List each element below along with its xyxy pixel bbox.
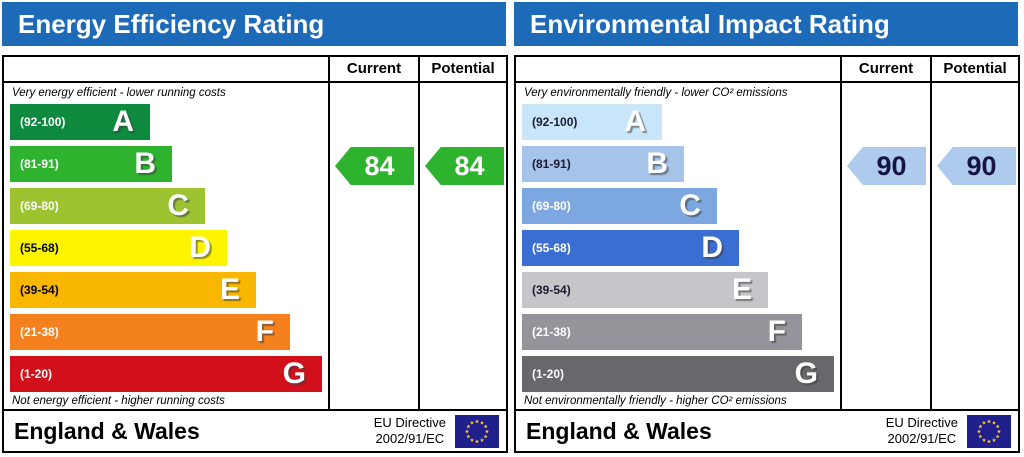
- band-a-range: (92-100): [532, 115, 578, 129]
- column-header-row: Current Potential: [516, 57, 1018, 83]
- footer-row: England & Wales EU Directive 2002/91/EC: [516, 409, 1018, 451]
- band-d-range: (55-68): [20, 241, 59, 255]
- bottom-note: Not environmentally friendly - higher CO…: [524, 395, 787, 407]
- band-c-bar: (69-80) C: [522, 188, 717, 224]
- eu-flag-icon: [455, 414, 499, 448]
- eu-directive-label: EU Directive 2002/91/EC: [886, 415, 958, 446]
- header-spacer: [4, 57, 328, 81]
- band-row-d: (55-68) D: [4, 227, 328, 269]
- band-f-bar: (21-38) F: [10, 314, 290, 350]
- band-f-range: (21-38): [20, 325, 59, 339]
- band-a-range: (92-100): [20, 115, 66, 129]
- band-b-range: (81-91): [20, 157, 59, 171]
- band-f-bar: (21-38) F: [522, 314, 802, 350]
- band-row-c: (69-80) C: [4, 185, 328, 227]
- potential-value-cell: 90: [930, 83, 1018, 409]
- top-note: Very environmentally friendly - lower CO…: [524, 87, 788, 99]
- chart-row: Very energy efficient - lower running co…: [4, 83, 506, 409]
- current-rating-arrow: 90: [847, 147, 926, 185]
- eu-directive-label: EU Directive 2002/91/EC: [374, 415, 446, 446]
- bottom-note: Not energy efficient - higher running co…: [12, 395, 225, 407]
- current-rating-arrow: 84: [335, 147, 414, 185]
- band-c-letter: C: [679, 189, 701, 222]
- band-row-a: (92-100) A: [4, 101, 328, 143]
- band-a-letter: A: [624, 105, 646, 138]
- energy-rating-table: Current Potential Very energy efficient …: [2, 55, 508, 453]
- band-a-bar: (92-100) A: [10, 104, 150, 140]
- current-value-cell: 90: [840, 83, 930, 409]
- band-g-letter: G: [794, 357, 818, 390]
- band-d-bar: (55-68) D: [10, 230, 227, 266]
- band-row-c: (69-80) C: [516, 185, 840, 227]
- band-g-bar: (1-20) G: [522, 356, 834, 392]
- band-c-bar: (69-80) C: [10, 188, 205, 224]
- band-g-range: (1-20): [20, 367, 53, 381]
- band-a-letter: A: [112, 105, 134, 138]
- band-f-letter: F: [255, 315, 274, 348]
- footer-row: England & Wales EU Directive 2002/91/EC: [4, 409, 506, 451]
- band-row-f: (21-38) F: [4, 311, 328, 353]
- panel-title: Energy Efficiency Rating: [2, 2, 506, 46]
- band-d-range: (55-68): [532, 241, 571, 255]
- band-c-letter: C: [167, 189, 189, 222]
- band-e-bar: (39-54) E: [10, 272, 256, 308]
- potential-column-header: Potential: [930, 57, 1018, 81]
- band-c-range: (69-80): [532, 199, 571, 213]
- bands-area: Very energy efficient - lower running co…: [4, 83, 328, 409]
- band-e-range: (39-54): [532, 283, 571, 297]
- band-f-range: (21-38): [532, 325, 571, 339]
- current-column-header: Current: [840, 57, 930, 81]
- band-row-g: (1-20) G: [516, 353, 840, 395]
- band-b-range: (81-91): [532, 157, 571, 171]
- current-value-cell: 84: [328, 83, 418, 409]
- band-g-bar: (1-20) G: [10, 356, 322, 392]
- environmental-rating-table: Current Potential Very environmentally f…: [514, 55, 1020, 453]
- band-e-range: (39-54): [20, 283, 59, 297]
- band-row-b: (81-91) B: [4, 143, 328, 185]
- band-b-letter: B: [134, 147, 156, 180]
- potential-rating-arrow: 84: [425, 147, 504, 185]
- band-g-letter: G: [282, 357, 306, 390]
- band-b-bar: (81-91) B: [10, 146, 172, 182]
- energy-efficiency-panel: Energy Efficiency Rating Current Potenti…: [2, 2, 508, 453]
- band-row-b: (81-91) B: [516, 143, 840, 185]
- band-d-letter: D: [701, 231, 723, 264]
- region-label: England & Wales: [14, 417, 200, 444]
- band-b-bar: (81-91) B: [522, 146, 684, 182]
- panel-title: Environmental Impact Rating: [514, 2, 1018, 46]
- eu-directive-line2: 2002/91/EC: [887, 431, 957, 446]
- band-e-bar: (39-54) E: [522, 272, 768, 308]
- bands-area: Very environmentally friendly - lower CO…: [516, 83, 840, 409]
- band-d-letter: D: [189, 231, 211, 264]
- band-e-letter: E: [219, 273, 240, 306]
- environmental-impact-panel: Environmental Impact Rating Current Pote…: [512, 0, 1024, 457]
- band-row-e: (39-54) E: [516, 269, 840, 311]
- band-row-d: (55-68) D: [516, 227, 840, 269]
- region-label: England & Wales: [526, 417, 712, 444]
- eu-flag-icon: [967, 414, 1011, 448]
- band-b-letter: B: [646, 147, 668, 180]
- eu-directive-line1: EU Directive: [373, 415, 446, 431]
- band-g-range: (1-20): [532, 367, 565, 381]
- chart-row: Very environmentally friendly - lower CO…: [516, 83, 1018, 409]
- band-row-e: (39-54) E: [4, 269, 328, 311]
- column-header-row: Current Potential: [4, 57, 506, 83]
- potential-value-cell: 84: [418, 83, 506, 409]
- potential-rating-arrow: 90: [937, 147, 1016, 185]
- band-f-letter: F: [767, 315, 786, 348]
- eu-directive-line1: EU Directive: [885, 415, 958, 431]
- eu-directive-line2: 2002/91/EC: [375, 431, 445, 446]
- header-spacer: [516, 57, 840, 81]
- band-d-bar: (55-68) D: [522, 230, 739, 266]
- top-note: Very energy efficient - lower running co…: [12, 87, 226, 99]
- band-row-f: (21-38) F: [516, 311, 840, 353]
- band-row-a: (92-100) A: [516, 101, 840, 143]
- band-row-g: (1-20) G: [4, 353, 328, 395]
- current-column-header: Current: [328, 57, 418, 81]
- potential-column-header: Potential: [418, 57, 506, 81]
- band-e-letter: E: [731, 273, 752, 306]
- band-a-bar: (92-100) A: [522, 104, 662, 140]
- band-c-range: (69-80): [20, 199, 59, 213]
